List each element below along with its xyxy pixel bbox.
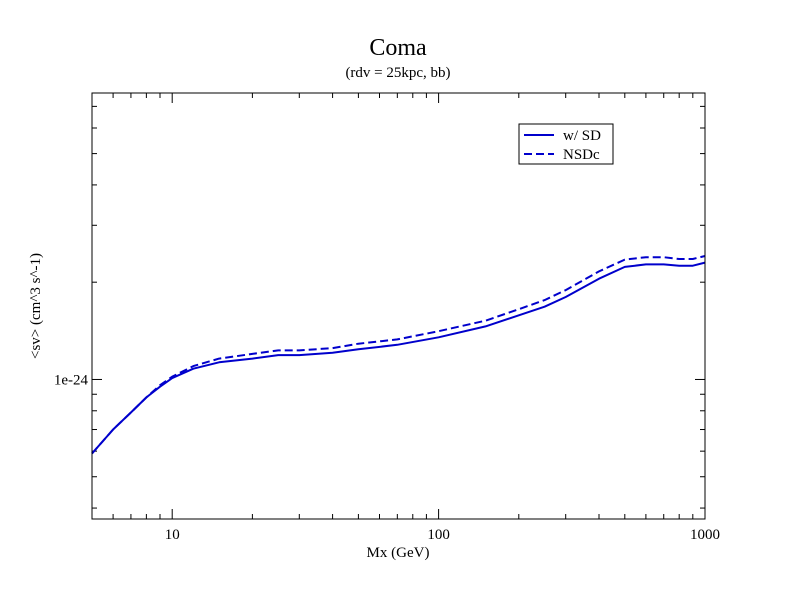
legend: w/ SD NSDc xyxy=(518,123,614,165)
chart-title: Coma xyxy=(369,35,427,61)
ticks-layer: 10 100 1000 1e-24 xyxy=(54,93,720,543)
legend-label-w-sd: w/ SD xyxy=(563,128,601,144)
legend-box xyxy=(518,123,614,165)
plot-frame xyxy=(91,92,706,520)
legend-label-nsdc: NSDc xyxy=(563,147,600,163)
x-tick-label: 10 xyxy=(165,527,180,543)
chart-subtitle: (rdv = 25kpc, bb) xyxy=(345,65,450,81)
x-tick-label: 100 xyxy=(427,527,450,543)
series-line-w-sd xyxy=(91,261,706,455)
x-tick-label: 1000 xyxy=(690,527,720,543)
x-axis-label: Mx (GeV) xyxy=(367,545,430,561)
y-axis-label: <sv> (cm^3 s^-1) xyxy=(28,253,44,359)
y-tick-label: 1e-24 xyxy=(54,372,89,388)
series-layer xyxy=(91,255,706,455)
series-line-nsdc xyxy=(91,255,706,455)
